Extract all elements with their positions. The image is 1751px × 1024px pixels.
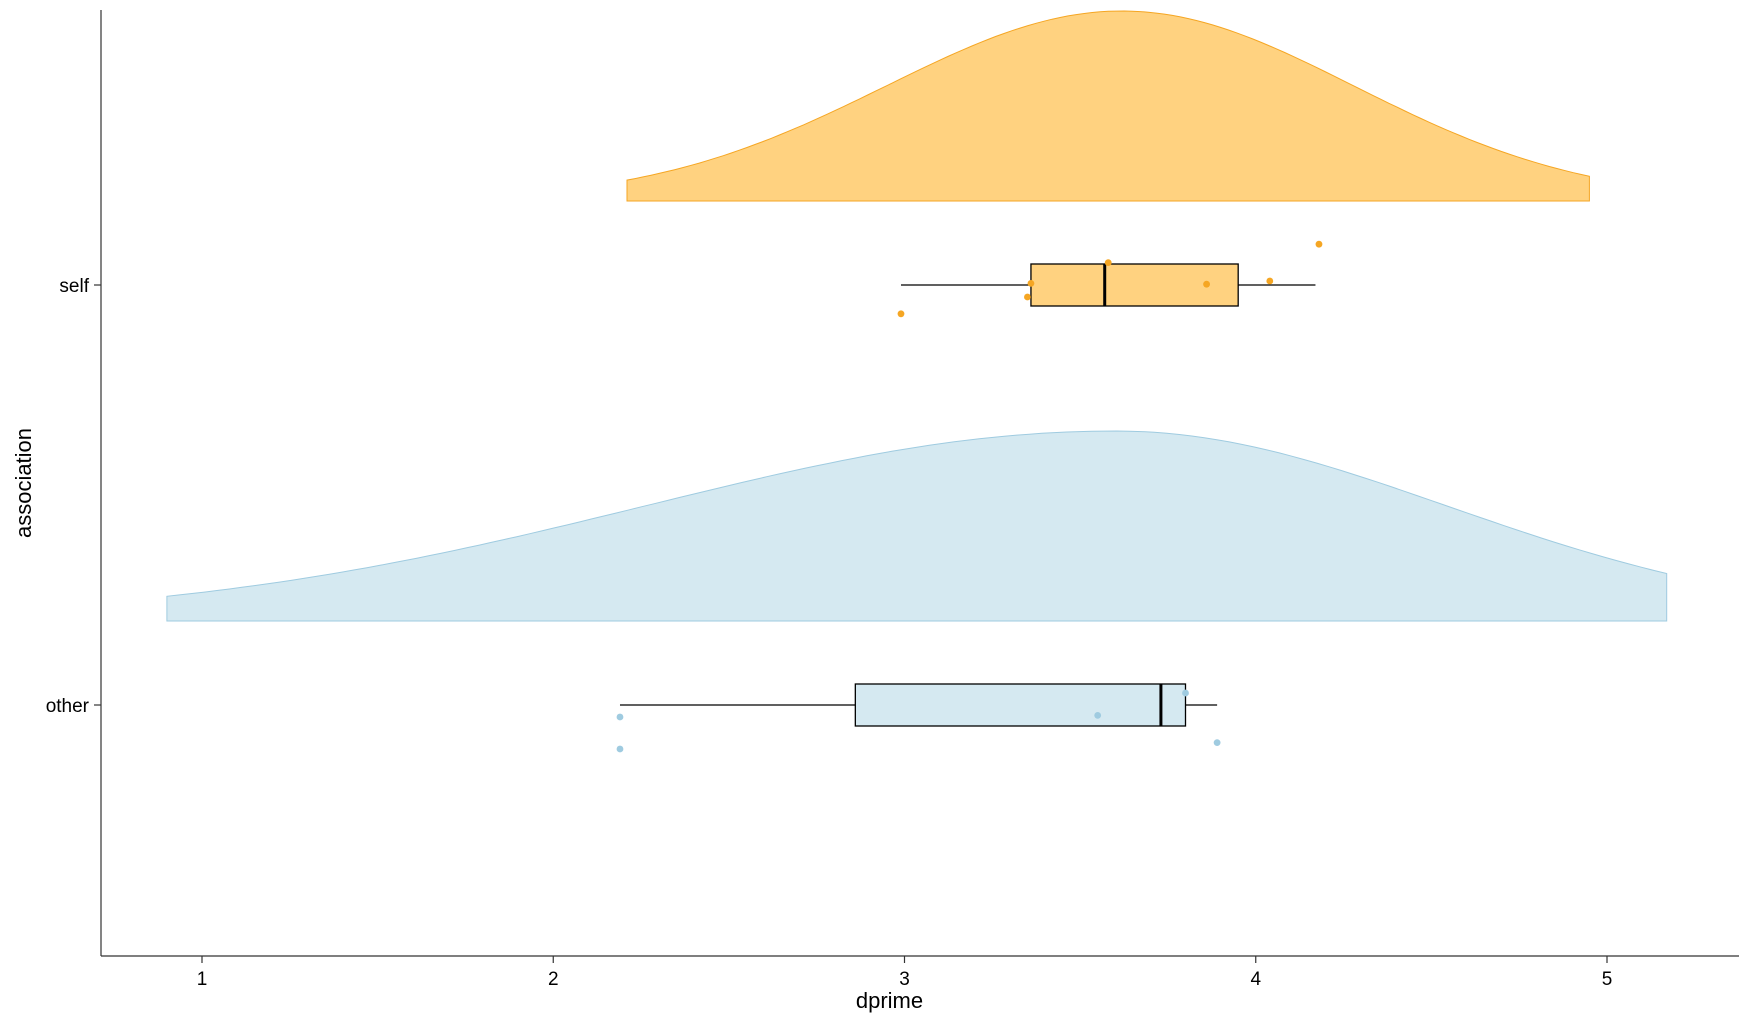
- density-layer: [166, 10, 1668, 622]
- x-tick-label-1: 1: [197, 969, 208, 990]
- data-point-self-5: [1266, 277, 1274, 285]
- x-tick-label-4: 4: [1250, 969, 1261, 990]
- data-point-self-0: [897, 310, 905, 318]
- labels-layer: dprime association 1 2 3 4 5 self other: [11, 276, 1612, 1013]
- data-point-self-3: [1104, 259, 1112, 266]
- data-point-self-4: [1203, 280, 1210, 288]
- density-cloud-other: [166, 430, 1668, 622]
- data-point-other-1: [616, 745, 624, 753]
- density-cloud-self: [626, 10, 1590, 202]
- data-point-other-3: [1182, 689, 1189, 697]
- data-point-self-1: [1024, 293, 1031, 301]
- data-point-self-6: [1315, 240, 1323, 248]
- x-axis-title: dprime: [856, 988, 923, 1013]
- box-other: [854, 683, 1187, 727]
- y-axis-title: association: [11, 428, 36, 538]
- data-point-other-2: [1094, 712, 1102, 719]
- y-tick-label-self: self: [59, 276, 89, 297]
- x-tick-label-2: 2: [548, 969, 559, 990]
- data-point-other-0: [616, 713, 624, 721]
- data-point-self-2: [1027, 280, 1035, 287]
- points-layer: [616, 240, 1323, 753]
- x-tick-label-5: 5: [1602, 969, 1613, 990]
- x-tick-label-3: 3: [899, 969, 910, 990]
- axes-layer: [94, 10, 1739, 963]
- y-tick-label-other: other: [46, 696, 90, 717]
- data-point-other-4: [1213, 739, 1221, 746]
